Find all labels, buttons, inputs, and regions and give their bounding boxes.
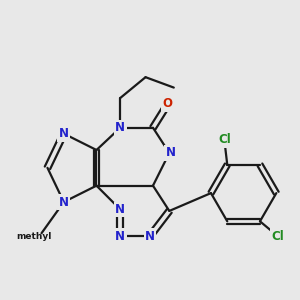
Text: N: N xyxy=(115,121,125,134)
Text: O: O xyxy=(163,98,173,110)
Text: N: N xyxy=(145,230,155,243)
Text: N: N xyxy=(59,196,69,208)
Text: methyl: methyl xyxy=(16,232,52,241)
Text: Cl: Cl xyxy=(272,230,284,243)
Text: Cl: Cl xyxy=(218,133,231,146)
Text: N: N xyxy=(115,230,125,243)
Text: N: N xyxy=(166,146,176,160)
Text: N: N xyxy=(59,127,69,140)
Text: N: N xyxy=(115,203,125,216)
